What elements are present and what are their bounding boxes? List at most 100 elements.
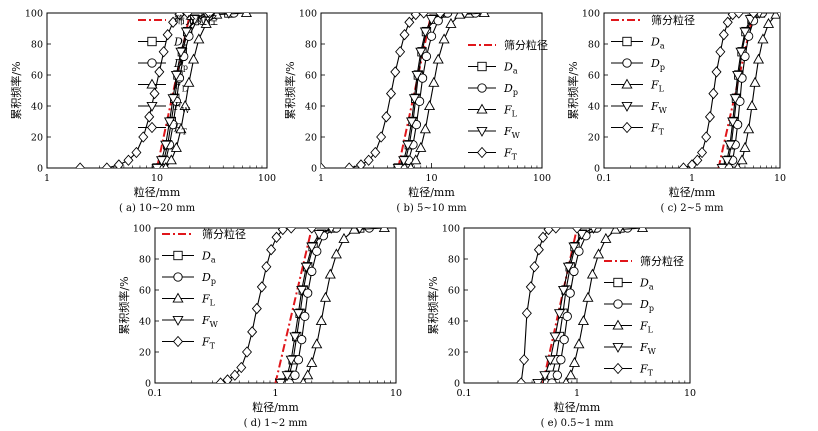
y-tick-label: 60 (588, 71, 600, 82)
series-marker-FT (404, 16, 415, 28)
x-tick-label: 10 (390, 388, 402, 399)
series-marker-FL (577, 315, 589, 326)
plot-frame (154, 227, 397, 384)
legend-marker-FW (476, 126, 488, 137)
series-marker-FT (204, 13, 215, 19)
y-tick-label: 40 (448, 317, 460, 328)
series-marker-FW (735, 47, 747, 58)
series-marker-FT (733, 13, 744, 19)
series-marker-FL (407, 162, 415, 168)
sieve-size-line (274, 228, 313, 383)
series-marker-FT (525, 281, 536, 293)
x-tick-label: 0.1 (147, 388, 162, 399)
x-axis-label: 粒径/mm (252, 400, 299, 414)
legend-label-FT: FT (173, 122, 188, 137)
series-marker-Dp (569, 266, 579, 277)
y-tick-label: 80 (31, 40, 43, 51)
series-marker-FT (708, 87, 719, 100)
series-marker-Dp (312, 246, 322, 256)
series-marker-FT (678, 162, 689, 168)
series-marker-Dp (426, 31, 437, 41)
plot-area (321, 13, 490, 168)
series-marker-FT (704, 111, 715, 123)
series-marker-FT (149, 87, 160, 100)
legend-label-FL: FL (650, 79, 665, 94)
series-marker-FT (154, 66, 165, 78)
series-marker-FT (697, 146, 708, 159)
legend-marker-FL (476, 103, 488, 114)
legend-label-FL: FL (201, 293, 216, 308)
series-marker-FW (539, 371, 551, 382)
series-marker-FW (296, 285, 308, 296)
legend: 筛分粒径 Da Dp FL FW FT (468, 38, 548, 162)
legend-label-FW: FW (173, 100, 191, 115)
series-marker-FL (586, 268, 599, 279)
series-marker-FL (562, 377, 570, 383)
series-marker-FT (435, 13, 446, 19)
series-marker-FT (521, 307, 532, 319)
series-marker-FW (724, 140, 736, 151)
y-tick-label: 100 (133, 224, 151, 235)
series-marker-FW (398, 156, 410, 167)
series-marker-FT (718, 29, 729, 41)
series-marker-FT (537, 231, 548, 243)
x-tick-label: 0.1 (596, 173, 611, 184)
legend-label-FT: FT (639, 363, 654, 378)
series-marker-FW (313, 230, 325, 241)
series-marker-FW (163, 117, 176, 128)
series-marker-FT (251, 302, 262, 315)
legend-label-Dp: Dp (639, 298, 654, 313)
series-marker-FT (418, 13, 429, 19)
series-marker-FW (327, 228, 335, 234)
series-marker-FL (757, 33, 769, 44)
chart-panel-a: 0 20 40 60 80 100 1 10 100 累积频率/% 粒径/mm ( a) 10~20 … (9, 9, 276, 215)
panel-caption: ( d) 1~2 mm (244, 418, 308, 429)
series-line-FT (683, 13, 754, 168)
series-marker-Dp (622, 228, 633, 233)
series-marker-FT (395, 46, 406, 58)
series-marker-FT (722, 16, 733, 28)
series-marker-FW (274, 378, 287, 383)
series-marker-FL (330, 248, 342, 259)
x-axis-label: 粒径/mm (554, 400, 601, 414)
series-marker-FW (180, 27, 192, 38)
legend-label-sieve: 筛分粒径 (651, 13, 695, 27)
series-marker-FT (306, 228, 317, 234)
series-marker-FL (348, 228, 360, 234)
series-marker-FW (415, 47, 427, 58)
series-marker-FL (338, 232, 350, 243)
x-tick-label: 1 (689, 173, 695, 184)
plot-area (678, 8, 801, 168)
y-tick-label: 40 (588, 102, 600, 113)
series-marker-FT (286, 228, 297, 234)
y-tick-label: 100 (25, 9, 43, 20)
series-marker-FL (165, 154, 177, 165)
legend-marker-FW (172, 315, 184, 326)
series-marker-FW (721, 156, 733, 167)
series-marker-Dp (433, 16, 443, 26)
series-marker-FT (385, 87, 396, 100)
series-marker-FL (438, 33, 450, 44)
series-marker-Dp (307, 266, 317, 277)
series-marker-FL (791, 8, 801, 17)
series-marker-FL (311, 338, 323, 349)
panel-caption: ( a) 10~20 mm (119, 203, 196, 214)
legend-label-FW: FW (639, 341, 657, 356)
y-axis-label: 累积频率/% (117, 276, 131, 334)
series-marker-FL (378, 228, 390, 233)
legend-label-FW: FW (503, 125, 521, 140)
series-marker-FW (739, 27, 751, 38)
series-marker-FL (636, 228, 649, 233)
legend-marker-Dp (173, 272, 183, 282)
sieve-size-line (397, 13, 433, 168)
series-marker-FT (138, 131, 149, 143)
series-marker-FT (75, 162, 86, 168)
series-marker-FL (445, 17, 457, 28)
x-tick-label: 100 (258, 173, 276, 184)
series-marker-FW (562, 262, 575, 273)
legend-marker-Da (477, 61, 487, 72)
y-tick-label: 40 (31, 102, 43, 113)
series-marker-FL (306, 356, 318, 367)
series-marker-FW (411, 70, 423, 81)
series-marker-FW (289, 332, 301, 343)
